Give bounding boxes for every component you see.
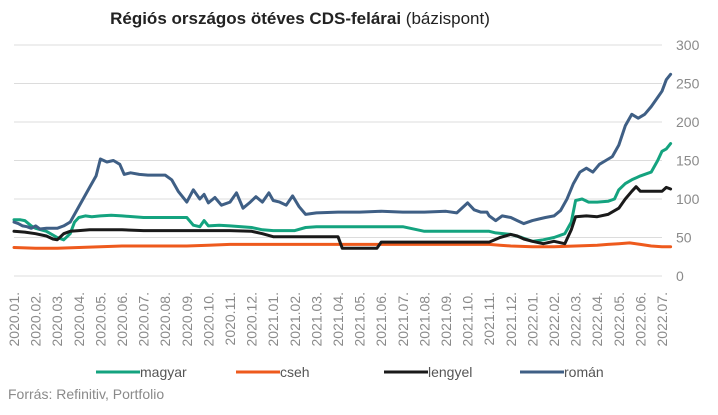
x-tick-label: 2021.01. (265, 292, 281, 347)
legend-label: cseh (280, 364, 310, 380)
series-line-3 (12, 72, 673, 231)
series-line-2 (12, 185, 673, 250)
x-tick-label: 2021.10. (460, 292, 476, 347)
x-tick-label: 2020.03. (49, 292, 65, 347)
legend-label: román (564, 364, 604, 380)
x-tick-label: 2022.03. (568, 292, 584, 347)
x-tick-label: 2020.05. (92, 292, 108, 347)
y-tick-label: 0 (676, 268, 684, 284)
x-tick-label: 2022.01. (524, 292, 540, 347)
legend-label: lengyel (428, 364, 472, 380)
series-line-1 (12, 241, 673, 250)
x-tick-label: 2021.04. (330, 292, 346, 347)
x-axis-ticks: 2020.01. 2020.02. 2020.03. 2020.04. 2020.05.… (6, 292, 670, 347)
legend-label: magyar (140, 364, 187, 380)
y-axis-ticks: 0 50 100 150 200 250 300 (676, 37, 700, 284)
legend: magyar cseh lengyel román (96, 364, 604, 380)
x-tick-label: 2020.10. (200, 292, 216, 347)
x-tick-label: 2020.09. (179, 292, 195, 347)
series-line-0 (12, 142, 673, 243)
x-tick-label: 2020.11. (222, 292, 238, 345)
x-tick-label: 2020.12. (244, 292, 260, 347)
x-tick-label: 2021.09. (438, 292, 454, 347)
y-tick-label: 100 (676, 191, 700, 207)
x-tick-label: 2021.12. (503, 292, 519, 347)
x-tick-label: 2020.08. (157, 292, 173, 347)
x-tick-label: 2020.01. (6, 292, 22, 347)
source-note: Forrás: Refinitiv, Portfolio (8, 386, 164, 402)
x-tick-label: 2021.06. (373, 292, 389, 347)
x-tick-label: 2022.07. (654, 292, 670, 347)
chart-title-bold: Régiós országos ötéves CDS-felárai (110, 9, 401, 28)
y-tick-label: 250 (676, 76, 700, 92)
series-lines (12, 72, 673, 250)
x-tick-label: 2021.02. (287, 292, 303, 347)
x-tick-label: 2021.08. (416, 292, 432, 347)
x-tick-label: 2020.07. (136, 292, 152, 347)
x-tick-label: 2022.05. (611, 292, 627, 347)
gridlines (14, 44, 662, 277)
x-tick-label: 2022.04. (589, 292, 605, 347)
x-tick-label: 2020.06. (114, 292, 130, 347)
x-tick-label: 2021.11. (481, 292, 497, 345)
chart-title: Régiós országos ötéves CDS-felárai (bázi… (110, 9, 490, 28)
x-tick-label: 2020.04. (71, 292, 87, 347)
y-tick-label: 150 (676, 153, 700, 169)
x-tick-label: 2021.03. (308, 292, 324, 347)
chart-title-unit: (bázispont) (401, 9, 490, 28)
x-tick-label: 2022.06. (632, 292, 648, 347)
x-tick-label: 2021.05. (352, 292, 368, 347)
y-tick-label: 50 (676, 230, 692, 246)
x-tick-label: 2020.02. (28, 292, 44, 347)
y-tick-label: 300 (676, 37, 700, 53)
y-tick-label: 200 (676, 114, 700, 130)
x-tick-label: 2021.07. (395, 292, 411, 347)
x-tick-label: 2022.02. (546, 292, 562, 347)
